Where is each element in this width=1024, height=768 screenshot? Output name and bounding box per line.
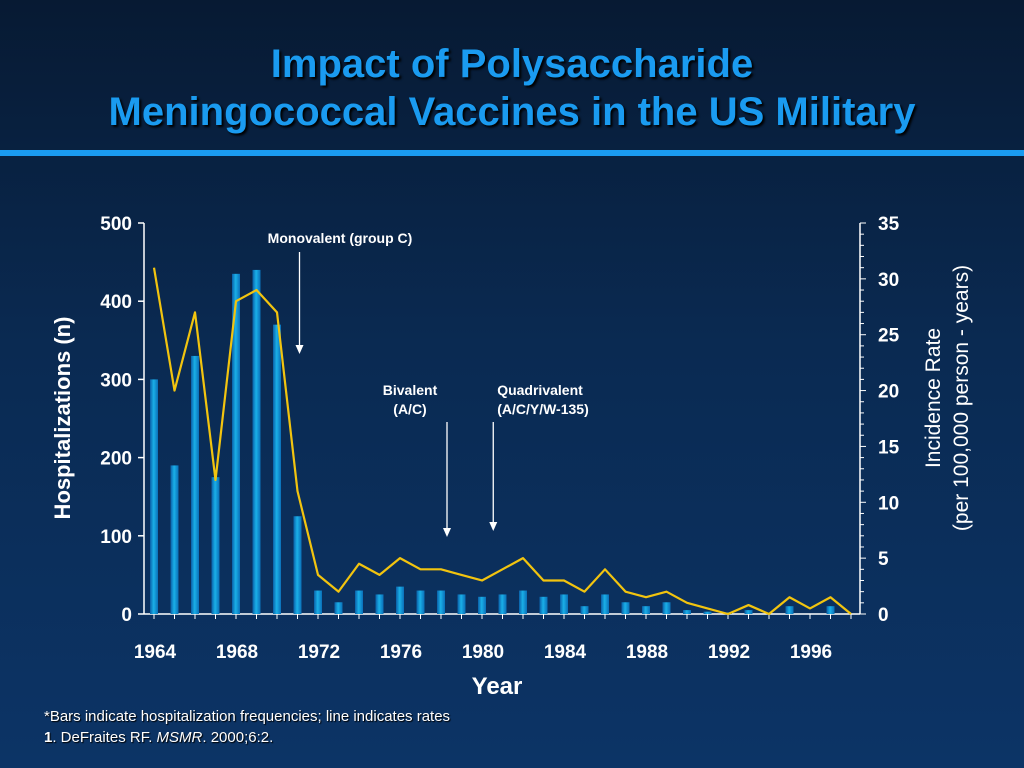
hospitalization-bar: [519, 590, 527, 614]
citation-journal: MSMR: [156, 729, 203, 746]
hospitalization-bar: [826, 606, 835, 614]
arrow-quadrivalent-head: [489, 522, 498, 531]
left-tick-label: 300: [100, 370, 132, 391]
hospitalization-bar: [601, 594, 609, 614]
hospitalization-bar: [191, 355, 199, 614]
title-line-2: Meningococcal Vaccines in the US Militar…: [108, 90, 916, 134]
citation: 1. DeFraites RF. MSMR. 2000;6:2.: [44, 729, 273, 746]
hospitalization-bar: [703, 611, 712, 614]
title-line-1: Impact of Polysaccharide: [270, 42, 754, 86]
hospitalization-bar: [314, 590, 322, 614]
x-tick-label: 1984: [544, 642, 587, 663]
citation-author: . DeFraites RF.: [52, 729, 157, 746]
x-tick-label: 1976: [380, 642, 422, 663]
right-tick-label: 5: [878, 549, 889, 570]
left-tick-label: 200: [100, 449, 132, 470]
hospitalization-bar: [498, 594, 507, 614]
right-tick-label: 0: [878, 605, 889, 626]
citation-number: 1: [44, 729, 53, 746]
right-axis-title-line2: (per 100,000 person - years): [950, 265, 973, 531]
hospitalization-bar: [252, 269, 261, 614]
hospitalization-bar: [580, 606, 589, 614]
footnote-bars: *Bars indicate hospitalization frequenci…: [44, 708, 451, 725]
annotation-quadrivalent-line1: Quadrivalent: [497, 382, 583, 398]
hospitalization-bar: [683, 610, 691, 614]
x-tick-label: 1992: [708, 642, 750, 663]
x-tick-label: 1980: [462, 642, 504, 663]
hospitalization-bar: [437, 590, 445, 614]
x-tick-label: 1964: [134, 642, 177, 663]
right-tick-label: 25: [878, 326, 900, 347]
right-tick-label: 35: [878, 214, 900, 235]
hospitalization-bar: [211, 477, 220, 614]
annotation-bivalent-line2: (A/C): [393, 401, 426, 417]
x-tick-label: 1968: [216, 642, 258, 663]
right-tick-label: 15: [878, 437, 900, 458]
left-tick-label: 500: [100, 214, 132, 235]
hospitalization-bar: [744, 610, 753, 614]
hospitalization-bar: [334, 602, 343, 614]
hospitalization-bar: [293, 516, 302, 614]
hospitalization-bar: [621, 602, 630, 614]
hospitalization-bar: [642, 606, 650, 614]
x-tick-label: 1972: [298, 642, 340, 663]
hospitalization-bar: [416, 590, 425, 614]
hospitalization-bar: [375, 594, 384, 614]
hospitalization-bar: [232, 273, 240, 614]
hospitalization-bar: [478, 596, 486, 614]
right-tick-label: 20: [878, 382, 899, 403]
annotation-monovalent: Monovalent (group C): [268, 230, 413, 246]
x-tick-label: 1988: [626, 642, 668, 663]
right-tick-label: 10: [878, 493, 899, 514]
hospitalization-bar: [539, 596, 548, 614]
hospitalization-bar: [273, 324, 281, 614]
x-tick-label: 1996: [790, 642, 832, 663]
right-tick-label: 30: [878, 270, 899, 291]
hospitalization-bar: [785, 606, 794, 614]
hospitalization-bar: [662, 602, 671, 614]
annotation-quadrivalent-line2: (A/C/Y/W-135): [497, 401, 589, 417]
citation-rest: . 2000;6:2.: [202, 729, 274, 746]
annotation-bivalent-line1: Bivalent: [383, 382, 438, 398]
title-divider: [0, 150, 1024, 156]
left-tick-label: 0: [121, 605, 132, 626]
slide-title: Impact of Polysaccharide Meningococcal V…: [0, 40, 1024, 136]
arrow-monovalent-head: [295, 345, 304, 354]
left-tick-label: 400: [100, 292, 132, 313]
arrow-bivalent-head: [443, 528, 451, 537]
incidence-rate-line: [152, 267, 852, 616]
hospitalization-bar: [150, 379, 158, 614]
x-axis-title: Year: [472, 673, 523, 700]
left-axis-title: Hospitalizations (n): [50, 317, 75, 520]
hospitalization-bar: [355, 590, 363, 614]
hospitalization-bar: [396, 586, 404, 614]
hospitalization-bar: [560, 594, 568, 614]
hospitalization-bar: [457, 594, 466, 614]
hospitalization-bar: [170, 465, 179, 614]
right-axis-title-line1: Incidence Rate: [922, 328, 945, 468]
left-tick-label: 100: [100, 527, 132, 548]
